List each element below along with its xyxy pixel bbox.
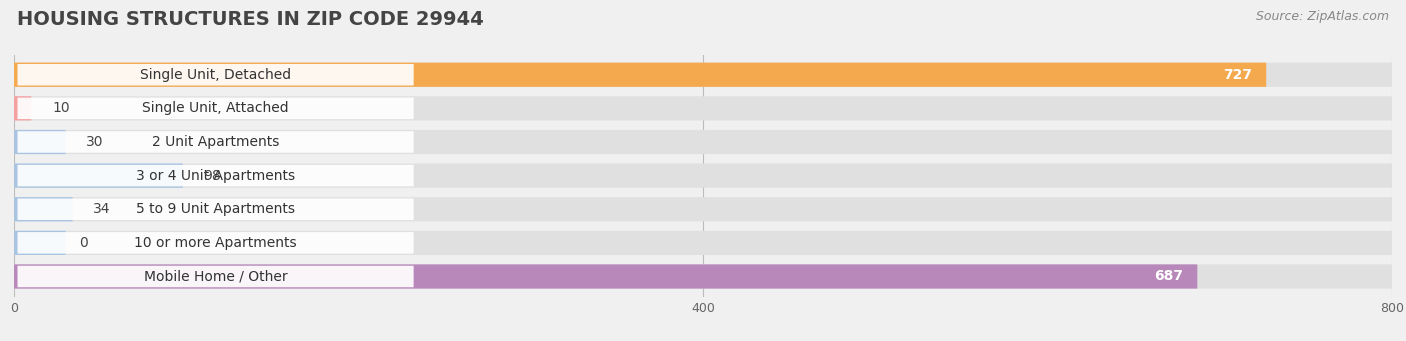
FancyBboxPatch shape [14,130,1392,154]
FancyBboxPatch shape [17,64,413,86]
FancyBboxPatch shape [17,131,413,153]
FancyBboxPatch shape [17,232,413,254]
FancyBboxPatch shape [17,266,413,287]
Text: 2 Unit Apartments: 2 Unit Apartments [152,135,280,149]
FancyBboxPatch shape [14,231,66,255]
Text: 3 or 4 Unit Apartments: 3 or 4 Unit Apartments [136,168,295,183]
FancyBboxPatch shape [14,63,1392,87]
FancyBboxPatch shape [14,130,66,154]
Text: 98: 98 [204,168,221,183]
FancyBboxPatch shape [14,164,1392,188]
FancyBboxPatch shape [14,231,1392,255]
FancyBboxPatch shape [14,96,31,120]
Text: 727: 727 [1223,68,1253,82]
FancyBboxPatch shape [17,165,413,187]
FancyBboxPatch shape [14,96,1392,120]
FancyBboxPatch shape [14,197,1392,221]
Text: Single Unit, Attached: Single Unit, Attached [142,101,288,115]
Text: 5 to 9 Unit Apartments: 5 to 9 Unit Apartments [136,202,295,216]
FancyBboxPatch shape [14,164,183,188]
FancyBboxPatch shape [14,197,73,221]
FancyBboxPatch shape [17,198,413,220]
Text: 0: 0 [80,236,89,250]
Text: Single Unit, Detached: Single Unit, Detached [141,68,291,82]
Text: 34: 34 [93,202,111,216]
Text: 10: 10 [52,101,69,115]
FancyBboxPatch shape [14,264,1198,288]
Text: 30: 30 [86,135,104,149]
FancyBboxPatch shape [14,63,1267,87]
Text: HOUSING STRUCTURES IN ZIP CODE 29944: HOUSING STRUCTURES IN ZIP CODE 29944 [17,10,484,29]
Text: 687: 687 [1154,269,1184,283]
Text: Source: ZipAtlas.com: Source: ZipAtlas.com [1256,10,1389,23]
FancyBboxPatch shape [14,264,1392,288]
FancyBboxPatch shape [17,98,413,119]
Text: Mobile Home / Other: Mobile Home / Other [143,269,287,283]
Text: 10 or more Apartments: 10 or more Apartments [134,236,297,250]
